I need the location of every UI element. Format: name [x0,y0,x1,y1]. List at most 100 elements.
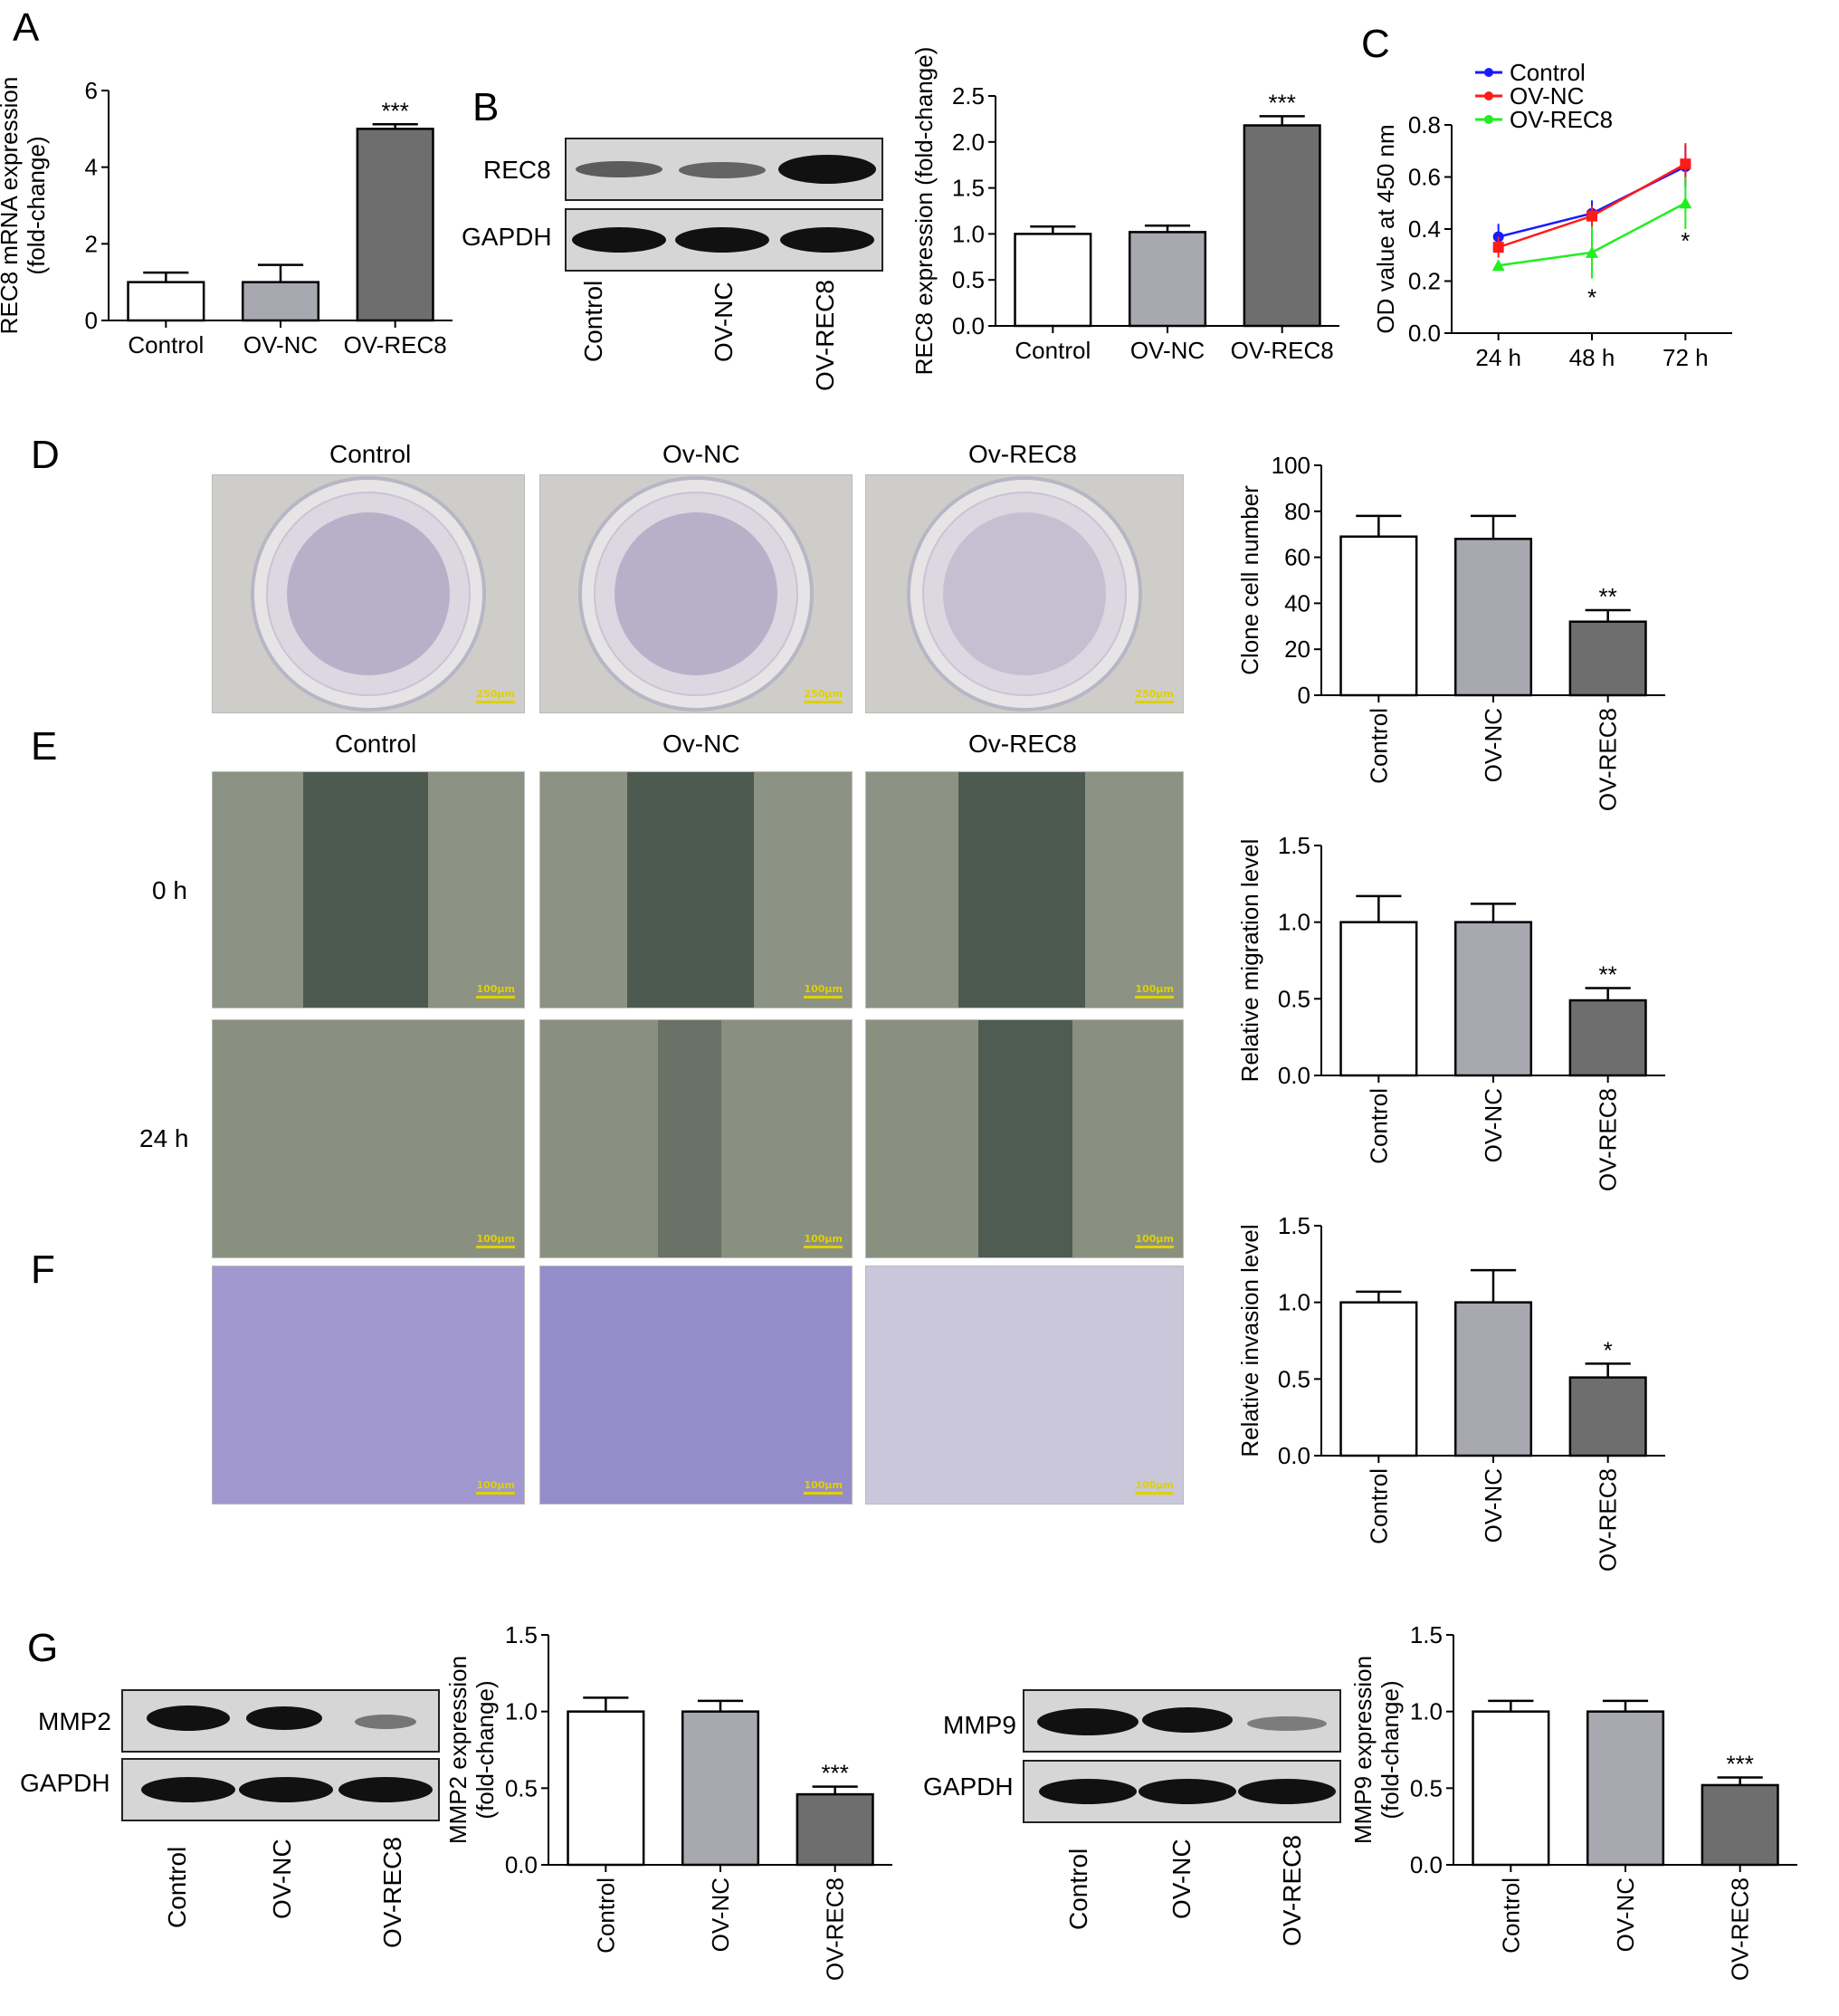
e-row-label-24h: 24 h [139,1124,189,1152]
chart-g2-bar-control [567,1710,645,1867]
chart-f-y-tick-label: 0.0 [1278,1442,1310,1469]
blot-b-gapdh [565,208,883,272]
chart-e-y-tick-label: 1.5 [1278,832,1310,859]
panel-label-e: E [31,724,58,769]
chart-b-y-tick-label: 0.0 [952,312,985,339]
chart-b-y-tick-label: 1.0 [952,220,985,247]
e-title-control: Control [335,730,417,758]
colony-plate-ovrec8 [907,476,1142,712]
chart-d-bar-ov-rec8 [1568,620,1647,697]
chart-b-x-tick-label: Control [1015,337,1091,364]
blot-mmp9-gapdh-bands [1039,1779,1336,1804]
chart-a-x-tick-label: OV-REC8 [344,331,447,358]
chart-a-bar-control [127,281,205,322]
panel-label-f: F [31,1247,55,1292]
scale-label: 100μm [804,1479,843,1491]
blot-mmp2-row-label: MMP2 [38,1707,111,1735]
chart-f-bar-ov-rec8 [1568,1376,1647,1457]
colony-image-control: 250μm [212,474,525,713]
chart-a-x-tick-label: OV-NC [243,331,318,358]
chart-g2-y-label: (fold-change) [472,1680,499,1819]
wound-image-ovnc-0h: 100μm [539,771,853,1008]
panel-label-c: C [1361,22,1390,66]
wound-image-control-0h: 100μm [212,771,525,1008]
chart-c-point [1491,259,1505,272]
blot-mmp9-bands [1037,1707,1327,1735]
chart-c-point [1492,242,1504,253]
blot-mmp9-lane-ovnc: OV-NC [1167,1839,1196,1919]
chart-g9-y-tick-label: 1.0 [1410,1698,1443,1725]
blot-b-lane-ovnc: OV-NC [710,282,738,362]
chart-d-y-label: Clone cell number [1236,485,1263,675]
blot-b-rec8 [565,138,883,201]
scale-bar-d-ovrec8: 250μm [1135,688,1174,703]
blot-mmp2-lane-control: Control [163,1846,191,1928]
blot-mmp9-lane-control: Control [1064,1848,1092,1930]
chart-c-od450: 0.0 0.2 0.4 0.6 0.8 OD value at 450 nm 24 h 48 … [1372,59,1732,371]
wound-gap [658,1020,721,1257]
chart-a-bar-ov-rec8 [356,128,434,322]
wound-image-ovrec8-24h: 100μm [865,1019,1184,1258]
chart-d-y-tick-label: 80 [1284,498,1310,525]
wound-gap [958,772,1085,1008]
chart-e-bar-ov-rec8 [1568,998,1647,1077]
wound-gap [627,772,754,1008]
chart-g9-x-tick-label: OV-REC8 [1727,1877,1754,1981]
chart-c-legend-marker [1484,91,1493,100]
chart-c-x-tick-label: 72 h [1663,344,1709,371]
chart-d-bar-ov-nc [1453,538,1533,697]
chart-b-bar-ov-nc [1128,231,1207,328]
chart-g2-x-tick-label: OV-REC8 [822,1877,849,1981]
chart-f-y-tick-label: 0.5 [1278,1365,1310,1392]
chart-g2-y-tick-label: 0.5 [505,1774,538,1801]
scale-label: 100μm [476,1233,515,1245]
chart-g-mmp9: 0.0 0.5 1.0 1.5 MMP9 expression (fold-change)… [1349,1621,1797,1981]
colony-plate-ovnc [578,476,814,712]
transwell-cells-control [213,1266,524,1504]
wound-image-control-24h: 100μm [212,1019,525,1258]
chart-f-x-tick-label: OV-REC8 [1595,1468,1622,1572]
scale-label: 100μm [1135,1233,1174,1245]
chart-a-rec8-mrna: 0 2 4 6 REC8 mRNA expression(fold-change) Con… [0,77,453,358]
scale-label: 250μm [476,688,515,700]
chart-g9-y-label: (fold-change) [1377,1680,1404,1819]
chart-g9-x-tick-label: Control [1497,1877,1524,1954]
panel-label-a: A [13,5,40,50]
d-title-ovrec8: Ov-REC8 [968,440,1077,468]
chart-b-x-tick-label: OV-NC [1130,337,1205,364]
transwell-cells-ovnc [540,1266,852,1504]
scale-bar-f: 100μm [1135,1479,1174,1495]
panel-label-b: B [472,85,500,129]
chart-e-significance: ** [1599,960,1617,988]
chart-c-x-tick-label: 48 h [1569,344,1615,371]
chart-b-bar-ov-rec8 [1243,124,1321,328]
chart-e-y-tick-label: 0.0 [1278,1062,1310,1089]
chart-g-mmp2: 0.0 0.5 1.0 1.5 MMP2 expression (fold-change)… [444,1621,892,1981]
chart-c-y-label: OD value at 450 nm [1372,124,1399,333]
chart-e-bar-control [1339,921,1418,1077]
chart-e-x-tick-label: OV-REC8 [1595,1088,1622,1191]
blot-mmp2-bands [147,1705,416,1731]
scale-label: 100μm [476,983,515,995]
scale-bar-d-ovnc: 250μm [804,688,843,703]
blot-b-row-label-gapdh: GAPDH [462,223,552,251]
chart-f-x-tick-label: OV-NC [1480,1468,1507,1543]
chart-g2-y-tick-label: 1.0 [505,1698,538,1725]
chart-e-bar-ov-nc [1453,921,1533,1077]
panel-label-d: D [31,433,60,477]
chart-b-y-tick-label: 1.5 [952,175,985,202]
chart-f-x-tick-label: Control [1365,1468,1392,1544]
chart-e-y-label: Relative migration level [1236,839,1263,1083]
chart-g2-y-label: MMP2 expression [444,1656,472,1844]
chart-g2-y-tick-label: 0.0 [505,1851,538,1878]
chart-f-y-tick-label: 1.0 [1278,1289,1310,1316]
scale-label: 100μm [476,1479,515,1491]
colony-image-ovrec8: 250μm [865,474,1184,713]
blot-b-gapdh-bands [572,227,874,253]
chart-c-y-tick-label: 0.2 [1408,268,1441,295]
scale-label: 250μm [804,688,843,700]
chart-g2-x-tick-label: Control [592,1877,619,1954]
chart-a-y-label: (fold-change) [23,136,50,274]
chart-g9-bar-ov-rec8 [1701,1783,1779,1867]
chart-c-legend-label: OV-REC8 [1510,106,1613,133]
